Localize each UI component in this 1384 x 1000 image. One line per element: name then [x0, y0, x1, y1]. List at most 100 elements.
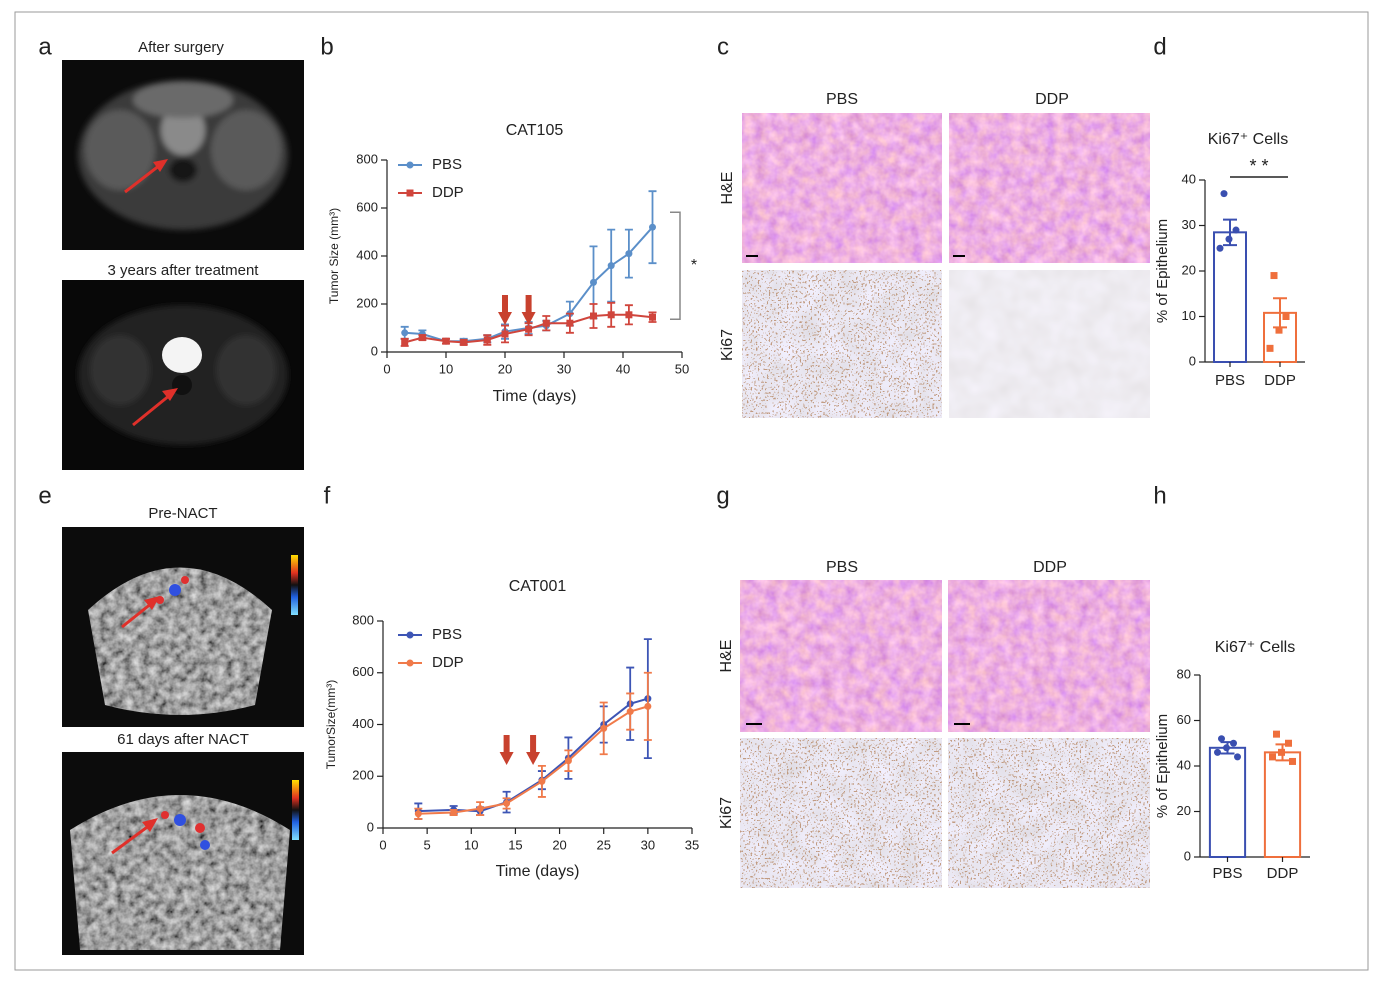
chart-title: Ki67⁺ Cells — [1215, 639, 1295, 656]
legend-marker — [406, 189, 414, 197]
y-tick-label: 600 — [352, 664, 374, 679]
y-tick-label: 10 — [1182, 308, 1196, 323]
marker — [590, 312, 597, 320]
marker — [607, 311, 615, 319]
significance-label: * * — [1249, 156, 1268, 176]
row-label: Ki67 — [719, 329, 736, 361]
data-point — [1289, 757, 1296, 765]
data-point — [1232, 226, 1240, 234]
marker — [401, 329, 409, 337]
image-caption: 61 days after NACT — [117, 731, 249, 748]
x-tick-label: DDP — [1267, 865, 1299, 882]
x-tick-label: 20 — [498, 361, 512, 376]
marker — [600, 724, 608, 732]
panel-label: e — [38, 482, 51, 509]
marker — [538, 777, 546, 785]
x-tick-label: 10 — [464, 837, 478, 852]
panel-label: h — [1153, 482, 1166, 509]
y-tick-label: 80 — [1177, 666, 1191, 681]
legend-label: DDP — [432, 184, 464, 201]
x-tick-label: 0 — [379, 837, 386, 852]
panel-label: d — [1153, 33, 1166, 60]
marker — [401, 338, 409, 346]
legend-marker — [406, 631, 414, 639]
treatment-arrow — [499, 735, 514, 765]
y-tick-label: 400 — [352, 716, 374, 731]
y-tick-label: 30 — [1182, 217, 1196, 232]
image-caption: After surgery — [138, 39, 224, 56]
x-tick-label: 40 — [616, 361, 630, 376]
bar — [1213, 231, 1247, 363]
column-label: PBS — [826, 559, 858, 576]
treatment-arrow — [498, 295, 512, 325]
column-label: DDP — [1035, 91, 1069, 108]
panel-label: a — [38, 33, 52, 60]
row-label: Ki67 — [718, 797, 735, 829]
marker — [418, 334, 426, 342]
data-point — [1282, 313, 1290, 320]
panel-label: c — [717, 33, 729, 60]
column-label: PBS — [826, 91, 858, 108]
x-tick-label: 15 — [508, 837, 522, 852]
marker — [483, 336, 491, 344]
x-tick-label: 30 — [557, 361, 571, 376]
data-point — [1216, 244, 1224, 252]
data-point — [1230, 739, 1237, 747]
data-point — [1234, 753, 1241, 761]
he-image — [742, 113, 942, 263]
column-label: DDP — [1033, 559, 1067, 576]
marker — [626, 708, 634, 716]
y-tick-label: 0 — [371, 343, 378, 358]
x-tick-label: DDP — [1264, 372, 1296, 389]
data-point — [1214, 748, 1221, 756]
x-tick-label: PBS — [1215, 372, 1245, 389]
data-point — [1285, 739, 1292, 747]
x-tick-label: PBS — [1212, 865, 1242, 882]
data-point — [1218, 735, 1225, 743]
marker — [542, 319, 550, 327]
x-axis-label: Time (days) — [496, 863, 580, 880]
x-tick-label: 30 — [641, 837, 655, 852]
marker — [503, 799, 511, 807]
panel-label: b — [320, 33, 333, 60]
y-tick-label: 40 — [1182, 171, 1196, 186]
significance-bracket — [670, 211, 681, 320]
x-tick-label: 25 — [596, 837, 610, 852]
marker — [607, 262, 615, 270]
data-point — [1278, 748, 1285, 756]
y-tick-label: 200 — [352, 768, 374, 783]
legend-label: PBS — [432, 626, 462, 643]
y-tick-label: 0 — [1184, 848, 1191, 863]
x-axis-label: Time (days) — [493, 388, 577, 405]
marker — [564, 757, 572, 765]
marker — [566, 319, 574, 327]
y-tick-label: 400 — [356, 247, 378, 262]
marker — [450, 808, 458, 816]
marker — [625, 311, 633, 319]
x-tick-label: 20 — [552, 837, 566, 852]
marker — [442, 337, 450, 345]
marker — [414, 810, 422, 818]
row-label: H&E — [719, 172, 736, 205]
x-tick-label: 5 — [424, 837, 431, 852]
chart-title: CAT001 — [509, 578, 567, 595]
ki67-image — [949, 270, 1150, 418]
x-tick-label: 35 — [685, 837, 699, 852]
marker — [476, 805, 484, 813]
y-tick-label: 800 — [356, 151, 378, 166]
marker — [590, 278, 597, 286]
data-point — [1223, 744, 1230, 752]
marker — [525, 325, 533, 333]
y-axis-label: TumorSize(mm³) — [324, 680, 338, 770]
ki67-image — [740, 738, 942, 888]
treatment-arrow — [526, 735, 541, 765]
he-image — [949, 113, 1150, 263]
panel-label: g — [716, 482, 729, 509]
legend-label: PBS — [432, 156, 462, 173]
panel-label: f — [324, 482, 331, 509]
image-caption: 3 years after treatment — [108, 262, 260, 279]
x-tick-label: 0 — [383, 361, 390, 376]
legend-marker — [406, 659, 414, 667]
treatment-arrow — [521, 295, 536, 325]
